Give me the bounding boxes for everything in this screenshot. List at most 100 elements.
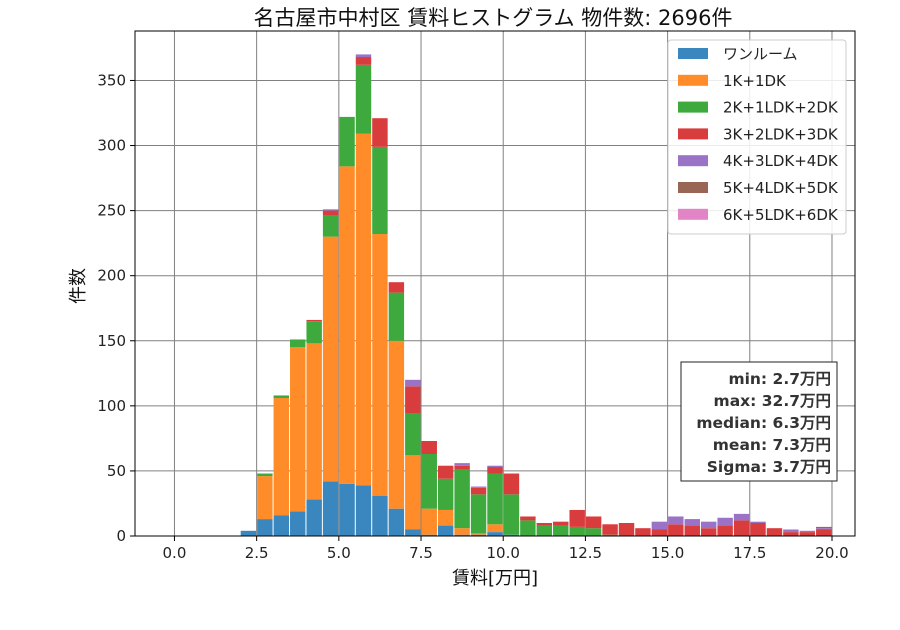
bar-segment (388, 340, 405, 509)
x-tick-label: 5.0 (327, 544, 351, 562)
bar-segment (306, 343, 322, 500)
bar-segment (717, 525, 733, 536)
bar-segment (799, 532, 816, 536)
bar-segment (536, 522, 553, 526)
stats-line: median: 6.3万円 (696, 414, 831, 432)
bar-segment (240, 530, 257, 536)
bar-segment (684, 519, 700, 526)
stats-box-frame (680, 361, 838, 482)
x-tick-label: 7.5 (409, 544, 433, 562)
legend: ワンルーム 1K+1DK 2K+1LDK+2DK 3K+2LDK+3DK 4K+3LDK… (667, 39, 847, 235)
bar-segment (372, 146, 388, 235)
grid-lines (135, 31, 855, 537)
bar-segment (306, 319, 322, 322)
legend-label: 1K+1DK (723, 72, 787, 90)
bar-segment (405, 529, 421, 536)
bar-segment (487, 467, 503, 474)
bar-segment (700, 528, 717, 536)
y-tick-label: 200 (97, 267, 126, 285)
legend-swatch (678, 101, 708, 113)
bar-segment (585, 516, 602, 529)
bar-segment (257, 519, 273, 536)
bar-segment (421, 534, 437, 536)
bar-segment (405, 379, 421, 387)
bar-segment (273, 395, 290, 399)
bar-segment (372, 495, 388, 536)
legend-swatch (678, 128, 708, 140)
bar-segment (487, 532, 503, 536)
y-tick-label: 100 (97, 397, 126, 415)
bar-segment (470, 494, 487, 534)
y-tick-label: 150 (97, 332, 126, 350)
x-tick-label: 17.5 (733, 544, 766, 562)
bar-segment (520, 516, 536, 521)
bar-segment (733, 513, 750, 521)
legend-label: 5K+4LDK+5DK (723, 179, 839, 197)
bar-segment (273, 515, 290, 536)
stats-line: max: 32.7万円 (714, 392, 831, 410)
legend-swatch (678, 208, 708, 220)
legend-label: 4K+3LDK+4DK (723, 152, 839, 170)
bar-segment (437, 465, 454, 479)
bar-segment (355, 133, 372, 486)
bar-segment (816, 528, 832, 530)
bar-segment (322, 236, 339, 482)
bar-segment (437, 509, 454, 526)
bar-segment (421, 454, 437, 509)
legend-swatch (678, 155, 708, 167)
bar-segment (290, 347, 306, 512)
bar-segment (487, 473, 503, 525)
x-tick-label: 12.5 (569, 544, 602, 562)
bar-segment (470, 533, 487, 535)
bar-segment (405, 455, 421, 530)
y-tick-label: 0 (116, 527, 126, 545)
bar-segment (470, 487, 487, 495)
y-tick-label: 50 (107, 462, 126, 480)
bar-segment (257, 473, 273, 477)
axis-ticks: 0.0 2.5 5.0 7.5 10.0 12.5 15.0 17.5 20.0 0 50 100 15… (97, 71, 848, 562)
bar-segment (750, 521, 766, 523)
legend-label: 6K+5LDK+6DK (723, 206, 839, 224)
bar-segment (454, 465, 470, 470)
bar-segment (339, 483, 355, 536)
y-axis-label: 件数 (68, 268, 89, 304)
x-tick-label: 10.0 (487, 544, 520, 562)
bar-segment (799, 530, 816, 533)
x-tick-label: 2.5 (245, 544, 269, 562)
bar-segment (585, 528, 602, 536)
bar-segment (618, 522, 635, 536)
bar-segment (470, 486, 487, 488)
bar-segment (322, 209, 339, 211)
bar-segment (503, 473, 520, 495)
bar-segment (437, 525, 454, 536)
bar-segment (306, 321, 322, 344)
bar-segment (322, 215, 339, 237)
bar-segment (273, 398, 290, 516)
bar-segment (700, 521, 717, 529)
bars (240, 54, 832, 536)
legend-swatch (678, 48, 708, 59)
bar-segment (717, 517, 733, 526)
bar-segment (322, 481, 339, 536)
bar-segment (816, 526, 832, 529)
bar-segment (322, 210, 339, 216)
bar-segment (355, 54, 372, 58)
bar-segment (602, 524, 618, 535)
legend-swatch (678, 74, 708, 86)
stats-line: mean: 7.3万円 (713, 436, 831, 454)
x-tick-label: 15.0 (651, 544, 684, 562)
bar-segment (454, 463, 470, 466)
bar-segment (569, 526, 585, 536)
bar-segment (388, 292, 405, 341)
bar-segment (503, 534, 520, 536)
chart-title: 名古屋市中村区 賃料ヒストグラム 物件数: 2696件 (254, 6, 733, 30)
x-tick-label: 0.0 (163, 544, 187, 562)
legend-label: 2K+1LDK+2DK (723, 99, 839, 117)
bar-segment (750, 522, 766, 536)
bar-segment (372, 118, 388, 147)
bar-segment (437, 478, 454, 510)
bar-segment (290, 511, 306, 536)
bar-segment (421, 508, 437, 535)
bar-segment (635, 528, 651, 536)
